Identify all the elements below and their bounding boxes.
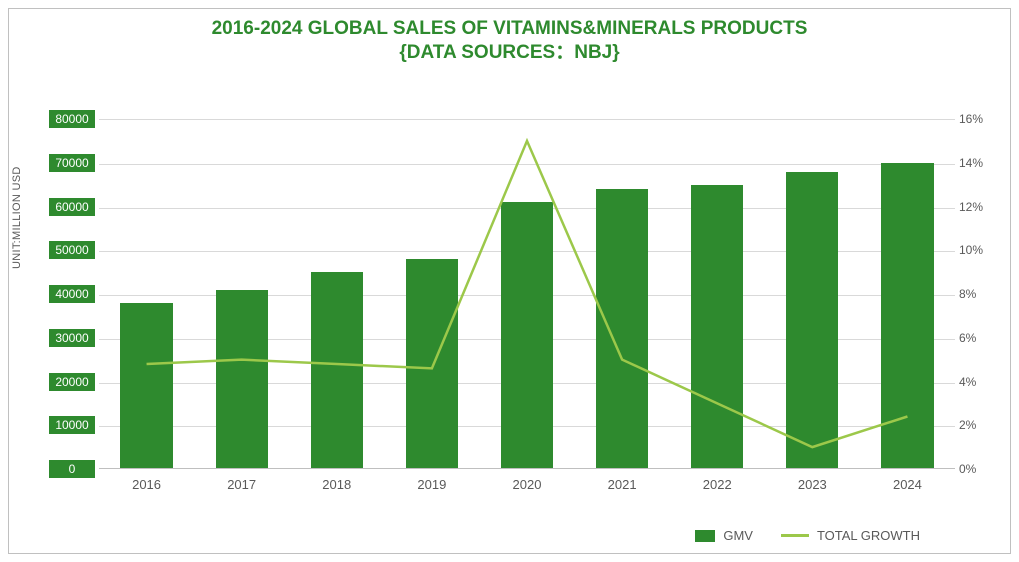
y-tick-right: 12% <box>959 198 999 216</box>
chart-title: 2016-2024 GLOBAL SALES OF VITAMINS&MINER… <box>9 9 1010 65</box>
x-tick: 2024 <box>893 477 922 492</box>
growth-line <box>147 141 908 447</box>
line-layer <box>99 119 955 469</box>
y-tick-left: 10000 <box>49 416 95 434</box>
legend-bar-label: GMV <box>723 528 753 543</box>
y-tick-left: 60000 <box>49 198 95 216</box>
chart-container: 2016-2024 GLOBAL SALES OF VITAMINS&MINER… <box>8 8 1011 554</box>
x-baseline <box>99 468 955 469</box>
x-tick: 2023 <box>798 477 827 492</box>
x-tick: 2016 <box>132 477 161 492</box>
y-tick-right: 16% <box>959 110 999 128</box>
y-tick-left: 70000 <box>49 154 95 172</box>
y-tick-right: 4% <box>959 373 999 391</box>
y-tick-right: 6% <box>959 329 999 347</box>
x-tick: 2021 <box>608 477 637 492</box>
y-tick-left: 50000 <box>49 241 95 259</box>
y-tick-left: 80000 <box>49 110 95 128</box>
x-tick: 2020 <box>513 477 542 492</box>
y-tick-right: 8% <box>959 285 999 303</box>
legend-item-line: TOTAL GROWTH <box>781 528 920 543</box>
y-axis-label: UNIT:MILLION USD <box>11 166 23 269</box>
y-tick-left: 40000 <box>49 285 95 303</box>
y-tick-left: 30000 <box>49 329 95 347</box>
y-tick-right: 2% <box>959 416 999 434</box>
x-tick: 2022 <box>703 477 732 492</box>
x-tick: 2018 <box>322 477 351 492</box>
line-swatch-icon <box>781 534 809 537</box>
plot-area: 0100002000030000400005000060000700008000… <box>99 119 955 469</box>
y-tick-right: 14% <box>959 154 999 172</box>
x-tick: 2019 <box>417 477 446 492</box>
legend-item-bar: GMV <box>695 528 753 543</box>
x-tick: 2017 <box>227 477 256 492</box>
legend: GMV TOTAL GROWTH <box>695 528 920 543</box>
y-tick-right: 10% <box>959 241 999 259</box>
title-line-2: {DATA SOURCES：NBJ} <box>9 41 1010 65</box>
y-tick-left: 20000 <box>49 373 95 391</box>
bar-swatch-icon <box>695 530 715 542</box>
legend-line-label: TOTAL GROWTH <box>817 528 920 543</box>
title-line-1: 2016-2024 GLOBAL SALES OF VITAMINS&MINER… <box>9 17 1010 41</box>
y-tick-left: 0 <box>49 460 95 478</box>
y-tick-right: 0% <box>959 460 999 478</box>
